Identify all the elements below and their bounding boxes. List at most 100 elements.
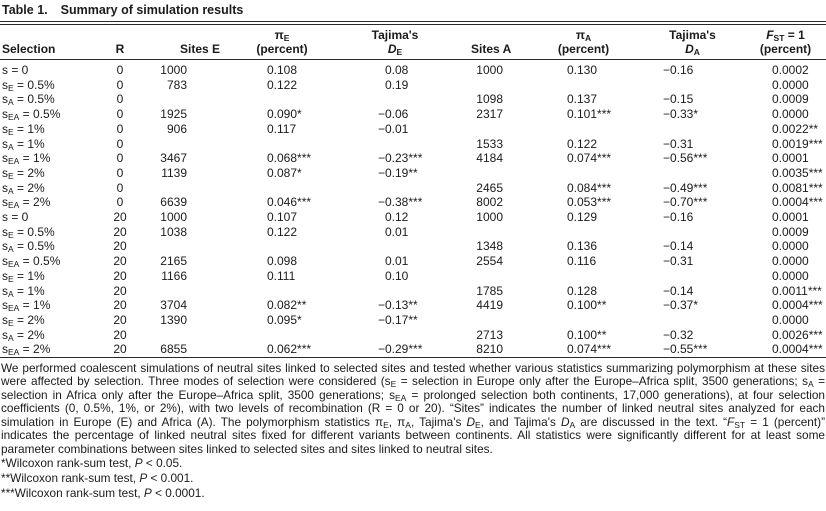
cell-sites_e [140,181,190,196]
cell-tajima_d_e [330,239,440,254]
cell-sites_a: 1098 [476,92,503,107]
cell-tajima_d_a: −0.70*** [662,195,708,210]
cell-fst: 0.0081*** [772,180,823,195]
cell-selection: sEA = 2% [2,195,51,211]
cell-pi_e [190,137,330,152]
cell-selection: sEA = 2% [2,342,51,358]
cell-fst: 0.0011*** [772,283,822,298]
table-header: Selection R Sites E πE (percent) Tajima'… [0,25,826,60]
cell-selection: sA = 0.5% [2,92,55,108]
cell-tajima_d_a: −0.31 [662,136,694,151]
cell-selection: sEA = 1% [2,298,51,314]
cell-tajima_d_a: −0.32 [662,327,694,342]
table-caption: Summary of simulation results [60,3,244,17]
cell-sites_a [440,225,505,240]
cell-tajima_d_a: −0.16 [662,210,694,225]
cell-selection: sEA = 0.5% [2,107,61,123]
cell-sites_e: 2165 [160,254,187,269]
cell-sites_e [140,284,190,299]
table-row: sEA = 2% 20 6855 0.062*** −0.29*** 8210 0.074*… [0,342,826,357]
cell-tajima_d_e: −0.06 [377,107,409,122]
cell-tajima_d_e: 0.10 [385,268,409,283]
cell-fst: 0.0000 [772,107,809,122]
cell-sites_e: 1390 [160,312,187,327]
cell-sites_a: 4419 [476,298,503,313]
cell-selection: sE = 0.5% [2,224,55,240]
cell-selection: sE = 0.5% [2,77,55,93]
table-row: sA = 2% 0 2465 0.084*** −0.49*** 0.0081*** [0,181,826,196]
cell-pi_a [505,122,640,137]
cell-fst: 0.0009 [772,224,809,239]
cell-sites_e [140,239,190,254]
cell-fst: 0.0004*** [772,298,823,313]
cell-sites_a: 1348 [476,239,503,254]
cell-selection: sE = 1% [2,121,45,137]
cell-r: 0 [116,151,124,166]
table-row: sE = 1% 0 906 0.117 −0.01 0.0022** [0,122,826,137]
cell-sites_a [440,78,505,93]
table-row: sEA = 1% 20 3704 0.082** −0.13** 4419 0.100** −… [0,298,826,313]
cell-fst: 0.0004*** [772,342,823,357]
cell-tajima_d_e: −0.13** [377,298,418,313]
table-notes-section: We performed coalescent simulations of n… [0,358,826,501]
cell-pi_e: 0.107 [267,210,298,225]
cell-pi_a: 0.084*** [567,180,612,195]
cell-tajima_d_e: −0.17** [377,312,418,327]
cell-sites_a: 2465 [476,180,503,195]
table-row: sE = 0.5% 20 1038 0.122 0.01 0.0009 [0,225,826,240]
cell-tajima_d_a [640,313,745,328]
cell-selection: sA = 2% [2,180,45,196]
cell-sites_e: 6855 [160,342,187,357]
table-row: sEA = 0.5% 20 2165 0.098 0.01 2554 0.116 −0.31 0… [0,254,826,269]
cell-sites_e [140,328,190,343]
cell-tajima_d_e: −0.01 [377,121,409,136]
cell-pi_a [505,269,640,284]
cell-tajima_d_a [640,78,745,93]
cell-tajima_d_e [330,328,440,343]
cell-pi_e: 0.108 [267,63,298,77]
column-header-selection: Selection [2,41,56,56]
column-header-r: R [115,41,125,56]
cell-r: 20 [113,224,127,239]
cell-r: 20 [113,268,127,283]
cell-r: 0 [116,165,124,180]
cell-pi_e: 0.122 [267,77,298,92]
footnote-p-001: **Wilcoxon rank-sum test, P < 0.001. [1,470,194,485]
table-row: sEA = 0.5% 0 1925 0.090* −0.06 2317 0.101*** −0… [0,107,826,122]
cell-selection: sE = 1% [2,268,45,284]
column-header-pi-a: πA (percent) [557,28,610,56]
cell-sites_a: 4184 [476,151,503,166]
cell-pi_a: 0.074*** [567,151,612,166]
table-row: sA = 1% 0 1533 0.122 −0.31 0.0019*** [0,137,826,152]
cell-pi_e: 0.117 [267,121,297,136]
cell-selection: sE = 2% [2,165,45,181]
cell-fst: 0.0000 [772,312,809,327]
results-table: Selection R Sites E πE (percent) Tajima'… [0,25,826,357]
cell-fst: 0.0000 [772,77,809,92]
cell-pi_e: 0.095* [267,312,302,327]
cell-tajima_d_e: 0.01 [385,254,409,269]
cell-pi_e [190,92,330,107]
table-notes: We performed coalescent simulations of n… [1,361,826,456]
cell-sites_e [140,137,190,152]
cell-selection: s = 0 [2,63,29,77]
cell-pi_e [190,328,330,343]
cell-sites_a: 8002 [476,195,503,210]
cell-r: 20 [113,210,127,225]
cell-selection: sEA = 0.5% [2,254,61,270]
cell-r: 0 [116,195,124,210]
cell-pi_e: 0.062*** [267,342,312,357]
cell-r: 0 [116,136,124,151]
top-rule [0,21,826,25]
table-row: sA = 0.5% 0 1098 0.137 −0.15 0.0009 [0,92,826,107]
cell-sites_e: 3704 [160,298,187,313]
cell-tajima_d_a: −0.55*** [662,342,708,357]
table-row: sEA = 2% 0 6639 0.046*** −0.38*** 8002 0.053**… [0,195,826,210]
cell-fst: 0.0004*** [772,195,823,210]
cell-fst: 0.0000 [772,268,809,283]
cell-r: 0 [116,121,124,136]
cell-tajima_d_a [640,225,745,240]
cell-pi_e: 0.068*** [267,151,312,166]
cell-tajima_d_a [640,122,745,137]
cell-sites_e: 6639 [160,195,187,210]
